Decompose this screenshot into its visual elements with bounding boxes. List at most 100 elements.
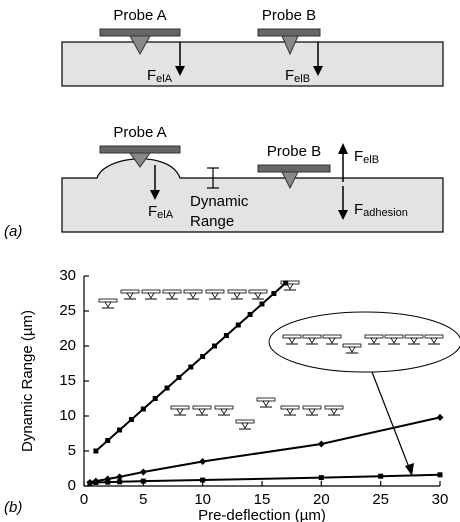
icon-plate	[384, 334, 404, 339]
marker	[105, 479, 111, 485]
probe-tip	[129, 152, 151, 168]
x-tick-label: 25	[372, 491, 389, 508]
marker	[116, 473, 124, 481]
x-tick-label: 0	[80, 491, 88, 508]
arrow-head	[405, 463, 414, 476]
y-tick-label: 20	[59, 337, 76, 354]
icon-tip	[330, 408, 338, 415]
icon-tip	[308, 408, 316, 415]
icon-tip	[390, 337, 398, 344]
force-symbol: F	[148, 203, 157, 220]
probe-tip	[281, 171, 299, 190]
marker	[437, 472, 443, 478]
icon-plate	[424, 334, 444, 339]
icon-plate	[162, 289, 182, 294]
x-tick-label: 5	[139, 491, 147, 508]
marker	[93, 480, 99, 485]
force-subscript: elB	[294, 73, 310, 85]
icon-plate	[256, 397, 276, 402]
icon-tip	[104, 301, 112, 308]
y-tick-label: 25	[59, 302, 76, 319]
icon-tip	[168, 292, 176, 299]
marker	[212, 343, 218, 349]
marker	[199, 458, 207, 465]
marker	[378, 473, 384, 479]
force-label: FelA	[148, 203, 174, 221]
marker	[271, 291, 277, 296]
marker	[436, 413, 444, 421]
icon-tip	[147, 292, 155, 299]
y-tick-label: 10	[59, 407, 76, 424]
x-axis-label: Pre-deflection (µm)	[198, 507, 326, 522]
marker	[140, 478, 146, 484]
arrow-head	[338, 210, 348, 220]
callout-ellipse	[268, 311, 460, 373]
probe-tip	[281, 35, 299, 56]
icon-plate	[302, 334, 322, 339]
x-tick-label: 10	[194, 491, 211, 508]
icon-tip	[262, 400, 270, 407]
icon-tip	[286, 283, 294, 290]
icon-tip	[254, 292, 262, 299]
icon-plate	[404, 334, 424, 339]
marker	[283, 280, 289, 286]
marker	[188, 364, 194, 370]
probe-plate	[99, 145, 181, 154]
x-tick-label: 20	[313, 491, 330, 508]
marker	[87, 480, 93, 486]
icon-plate	[364, 334, 384, 339]
panel-label: (a)	[4, 223, 22, 240]
icon-plate	[214, 405, 234, 410]
marker	[200, 354, 206, 359]
icon-plate	[235, 419, 255, 424]
icon-tip	[370, 337, 378, 344]
callout-arrow	[371, 371, 411, 471]
force-symbol: F	[285, 67, 294, 84]
icon-tip	[198, 408, 206, 415]
icon-tip	[233, 292, 241, 299]
marker	[164, 385, 170, 391]
marker	[140, 406, 146, 412]
icon-tip	[241, 422, 249, 429]
panel-label: (b)	[4, 499, 22, 516]
icon-plate	[280, 405, 300, 410]
arrow-head	[150, 190, 160, 200]
icon-plate	[205, 289, 225, 294]
probe-icons	[98, 280, 444, 430]
icon-tip	[288, 337, 296, 344]
marker	[105, 438, 111, 443]
force-subscript: adhesion	[363, 207, 408, 219]
icon-plate	[98, 298, 118, 303]
substrate	[61, 158, 444, 233]
arrow-head	[313, 66, 323, 76]
force-subscript: elA	[157, 209, 174, 221]
y-axis-label: Dynamic Range (µm)	[19, 310, 36, 452]
probe-plate	[257, 164, 331, 173]
force-label: Fadhesion	[354, 201, 408, 219]
force-symbol: F	[354, 148, 363, 165]
marker	[139, 468, 147, 476]
icon-tip	[348, 346, 356, 353]
arrow-head	[338, 143, 348, 154]
icon-plate	[170, 405, 190, 410]
icon-plate	[183, 289, 203, 294]
marker	[128, 417, 134, 422]
force-subscript: elB	[363, 154, 379, 166]
marker	[152, 396, 158, 401]
icon-plate	[141, 289, 161, 294]
range-label: Range	[190, 213, 234, 230]
icon-plate	[120, 289, 140, 294]
icon-tip	[126, 292, 134, 299]
marker	[235, 322, 241, 328]
y-tick-label: 15	[59, 372, 76, 389]
probe-label: Probe B	[262, 7, 316, 24]
marker	[318, 475, 324, 481]
probe-label: Probe A	[113, 124, 166, 141]
icon-tip	[410, 337, 418, 344]
probe-tip	[129, 35, 151, 56]
icon-tip	[328, 337, 336, 344]
icon-tip	[189, 292, 197, 299]
marker	[247, 312, 253, 317]
marker	[117, 479, 123, 485]
x-tick-label: 15	[254, 491, 271, 508]
